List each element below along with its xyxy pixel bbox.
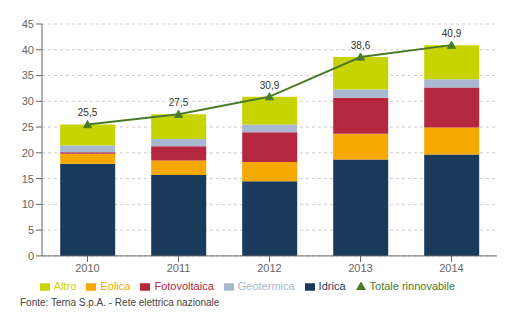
svg-text:0: 0 xyxy=(28,250,34,262)
svg-text:20: 20 xyxy=(22,147,34,159)
html-text:Altro: Altro xyxy=(53,279,77,292)
html-text:Fonte: Terna S.p.A. - Rete ele: Fonte: Terna S.p.A. - Rete elettrica naz… xyxy=(20,297,220,308)
svg-text:2010: 2010 xyxy=(75,262,99,274)
svg-text:25,5: 25,5 xyxy=(78,107,98,118)
svg-text:25: 25 xyxy=(22,121,34,133)
html-text:Idrica: Idrica xyxy=(318,279,346,292)
svg-text:5: 5 xyxy=(28,224,34,236)
html-text:Geotermica: Geotermica xyxy=(237,279,295,292)
svg-text:40: 40 xyxy=(22,44,34,56)
svg-text:2012: 2012 xyxy=(257,262,281,274)
svg-text:30,9: 30,9 xyxy=(260,80,280,91)
svg-text:2014: 2014 xyxy=(439,262,463,274)
svg-text:35: 35 xyxy=(22,69,34,81)
svg-text:2013: 2013 xyxy=(348,262,372,274)
svg-text:15: 15 xyxy=(22,173,34,185)
html-text:Fotovoltaica: Fotovoltaica xyxy=(154,279,214,292)
svg-text:45: 45 xyxy=(22,18,34,30)
svg-text:27,5: 27,5 xyxy=(169,97,189,108)
svg-text:40,9: 40,9 xyxy=(442,28,462,39)
html-text:Totale rinnovabile: Totale rinnovabile xyxy=(369,279,456,292)
svg-text:2011: 2011 xyxy=(167,262,191,274)
svg-text:30: 30 xyxy=(22,95,34,107)
svg-text:38,6: 38,6 xyxy=(351,40,371,51)
svg-text:10: 10 xyxy=(22,198,34,210)
html-text:Eolica: Eolica xyxy=(100,279,131,292)
